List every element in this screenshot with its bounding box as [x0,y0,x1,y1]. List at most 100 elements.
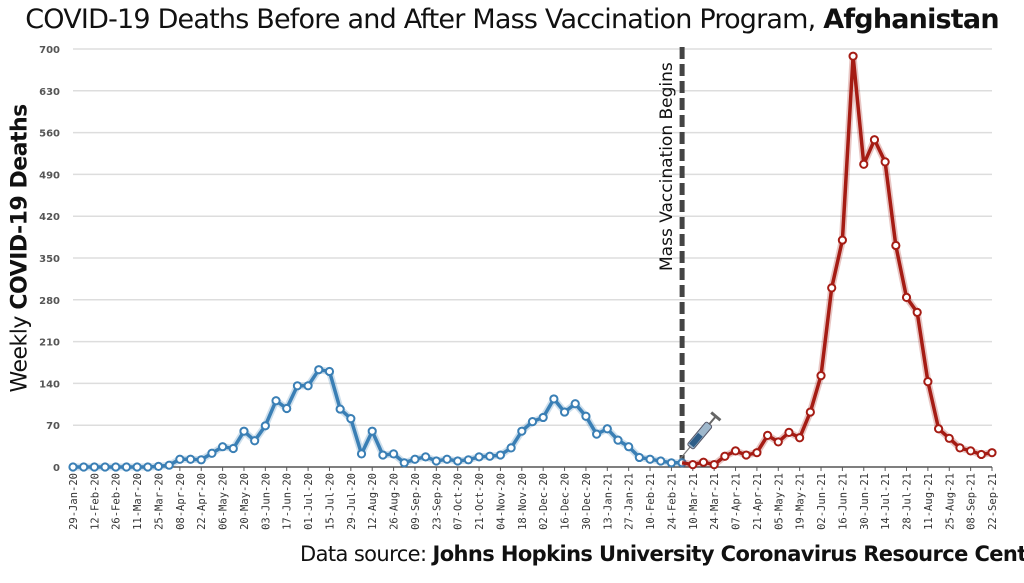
data-point [239,426,249,436]
data-point [218,442,228,452]
x-tick-label: 29-Jan-20 [68,473,80,530]
x-tick-label: 27-Jan-21 [624,473,636,530]
x-tick-label: 21-Apr-21 [752,473,764,530]
y-tick-label: 210 [39,338,60,349]
data-point [955,443,965,453]
x-tick-label: 16-Jun-21 [837,473,849,530]
data-point [624,442,634,452]
x-tick-label: 13-Jan-21 [602,473,614,530]
data-point [282,403,292,414]
data-point [891,240,901,251]
data-point [506,443,516,453]
y-tick-label: 490 [39,170,60,181]
x-tick-label: 30-Dec-20 [581,473,593,530]
x-tick-label: 22-Apr-20 [196,473,208,530]
data-point [324,366,335,377]
data-point [442,454,452,464]
syringe-liquid [689,432,703,448]
x-tick-label: 19-May-21 [795,473,807,530]
x-tick-label: 14-Jul-21 [880,473,892,530]
source-prefix: Data source: [300,542,427,566]
data-point [720,451,730,461]
x-tick-label: 11-Aug-21 [923,473,935,530]
data-point [645,454,655,464]
x-tick-label: 02-Dec-20 [538,473,550,530]
x-tick-label: 16-Dec-20 [560,473,572,530]
syringe-handle [710,411,722,422]
x-tick-label: 06-May-20 [218,473,230,530]
data-point [164,460,174,470]
x-tick-label: 23-Sep-20 [431,473,443,530]
vaccination-annotation: Mass Vaccination Begins [657,62,677,271]
x-tick-label: 21-Oct-20 [474,473,486,530]
data-point [976,449,986,460]
data-point [388,449,399,459]
data-point [356,449,367,459]
data-point [431,456,441,466]
y-tick-label: 70 [46,421,60,432]
data-point [185,454,196,464]
data-point [517,426,527,436]
data-point [474,452,484,462]
x-tick-label: 24-Mar-21 [709,473,721,530]
x-tick-label: 08-Apr-20 [175,473,187,530]
data-point [859,159,869,169]
data-point [752,448,762,458]
data-point [901,292,912,303]
x-tick-label: 25-Aug-21 [944,473,956,530]
x-tick-label: 10-Feb-21 [645,473,657,530]
x-tick-label: 24-Feb-21 [666,473,678,530]
series-glow [73,366,683,471]
series-line [73,367,683,469]
data-point [666,458,677,468]
data-point [656,456,666,466]
data-point [795,433,805,443]
data-point [805,407,815,417]
data-point [207,448,217,458]
y-tick-label: 700 [39,45,60,56]
data-point [634,452,644,463]
data-point [271,396,281,406]
data-point [153,461,164,472]
data-point [837,235,847,245]
data-point [549,394,559,404]
data-point [848,51,858,61]
syringe-needle [679,446,691,460]
y-tick-label: 560 [39,129,60,140]
x-tick-label: 09-Sep-20 [410,473,422,530]
data-point [100,462,110,472]
y-tick-label: 350 [39,254,60,265]
data-point [773,437,783,447]
syringe-plunger [708,415,717,425]
data-source: Data source: Johns Hopkins University Co… [300,542,1024,566]
x-tick-label: 10-Mar-21 [688,473,700,530]
data-point [570,399,580,409]
data-point [933,424,944,434]
x-tick-label: 11-Mar-20 [132,473,144,530]
x-tick-label: 05-May-21 [773,473,785,530]
data-point [68,462,78,472]
data-point [730,446,741,456]
x-tick-label: 08-Sep-21 [966,473,978,530]
data-point [741,450,751,460]
data-point [944,433,954,443]
x-tick-label: 29-Jul-20 [346,473,358,530]
data-point [923,377,933,387]
source-name: Johns Hopkins University Coronavirus Res… [432,542,1024,566]
data-point [816,371,826,381]
data-point [346,414,356,424]
y-tick-label: 140 [39,379,60,390]
data-point [228,443,238,454]
x-tick-label: 25-Mar-20 [153,473,165,530]
data-point [698,457,709,467]
data-point [784,427,794,437]
data-point [559,407,570,417]
x-tick-label: 12-Aug-20 [367,473,379,530]
x-tick-label: 18-Nov-20 [517,473,529,530]
chart-title: COVID-19 Deaths Before and After Mass Va… [0,4,1024,35]
data-point [89,462,99,472]
data-point [121,462,132,472]
data-point [613,435,623,445]
data-point [143,462,153,472]
